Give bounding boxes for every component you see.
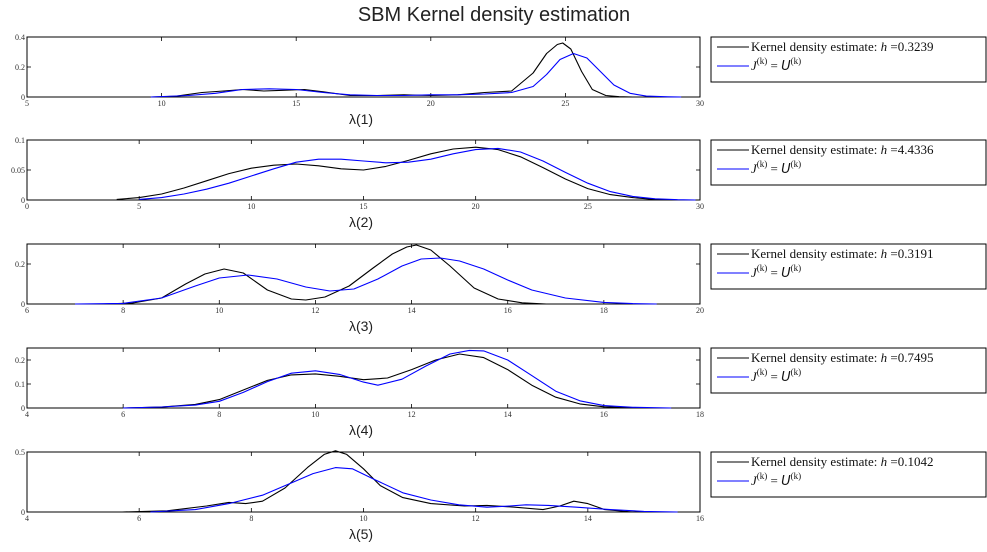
legend: Kernel density estimate: h =0.7495 J(k) =… (710, 347, 987, 394)
legend-reference-label: J(k) = U(k) (751, 471, 801, 489)
axes-box (26, 347, 701, 409)
legend-box (710, 243, 987, 290)
x-tick-label: 15 (292, 99, 300, 108)
y-tick-label: 0 (21, 404, 25, 413)
legend: Kernel density estimate: h =0.3191 J(k) =… (710, 243, 987, 290)
y-tick-label: 0 (21, 508, 25, 517)
x-tick-label: 4 (25, 514, 29, 523)
x-tick-label: 8 (249, 514, 253, 523)
x-axis-label: λ(5) (349, 526, 373, 542)
x-tick-label: 14 (408, 306, 416, 315)
x-tick-label: 30 (696, 202, 704, 211)
kde-line (123, 353, 643, 409)
x-tick-label: 15 (360, 202, 368, 211)
x-tick-label: 10 (158, 99, 166, 108)
subplot-3: 6 8 10 12 14 16 18 20 0 0.2 λ(3) Kernel density est… (15, 243, 987, 334)
reference-line (150, 52, 682, 98)
x-tick-label: 18 (600, 306, 608, 315)
x-tick-label: 10 (247, 202, 255, 211)
subplot-2: 0 5 10 15 20 25 30 0 0.05 0.1 λ(2) Kernel density e… (11, 136, 987, 230)
axes-box (26, 36, 701, 98)
kde-line (122, 450, 633, 513)
x-tick-label: 6 (25, 306, 29, 315)
y-tick-label: 0.1 (15, 136, 25, 145)
legend-reference-label: J(k) = U(k) (751, 159, 801, 177)
axes-box (26, 451, 701, 513)
legend-kde-label: Kernel density estimate: h =0.1042 (751, 454, 933, 469)
y-tick-label: 0.2 (15, 356, 25, 365)
x-tick-label: 20 (472, 202, 480, 211)
legend-box (710, 139, 987, 186)
x-tick-label: 10 (215, 306, 223, 315)
x-axis-label: λ(3) (349, 318, 373, 334)
x-tick-label: 25 (584, 202, 592, 211)
x-tick-label: 25 (561, 99, 569, 108)
x-tick-label: 14 (504, 410, 512, 419)
legend-reference-label: J(k) = U(k) (751, 56, 801, 74)
legend-kde-label: Kernel density estimate: h =4.4336 (751, 142, 934, 157)
x-tick-label: 4 (25, 410, 29, 419)
legend-box (710, 451, 987, 498)
x-tick-label: 12 (408, 410, 416, 419)
reference-line (75, 257, 657, 305)
x-tick-label: 5 (137, 202, 141, 211)
reference-line (150, 467, 678, 513)
axes-box (26, 243, 701, 305)
legend-kde-label: Kernel density estimate: h =0.3239 (751, 39, 933, 54)
x-tick-label: 20 (427, 99, 435, 108)
legend: Kernel density estimate: h =0.1042 J(k) =… (710, 451, 987, 498)
x-tick-label: 16 (504, 306, 512, 315)
subplot-1: 5 10 15 20 25 30 0 0.2 0.4 λ(1) Kernel density est… (15, 33, 987, 127)
x-tick-label: 16 (696, 514, 704, 523)
legend-reference-label: J(k) = U(k) (751, 367, 801, 385)
x-tick-label: 6 (121, 410, 125, 419)
x-axis-label: λ(2) (349, 214, 373, 230)
y-tick-label: 0.5 (15, 448, 25, 457)
legend-kde-label: Kernel density estimate: h =0.3191 (751, 246, 933, 261)
y-tick-label: 0.2 (15, 63, 25, 72)
x-tick-label: 10 (360, 514, 368, 523)
reference-line (123, 349, 672, 409)
x-tick-label: 12 (311, 306, 319, 315)
x-axis-label: λ(1) (349, 111, 373, 127)
legend-reference-label: J(k) = U(k) (751, 263, 801, 281)
x-tick-label: 16 (600, 410, 608, 419)
x-tick-label: 8 (121, 306, 125, 315)
x-tick-label: 0 (25, 202, 29, 211)
x-tick-label: 5 (25, 99, 29, 108)
figure-title: SBM Kernel density estimation (358, 4, 630, 26)
legend: Kernel density estimate: h =4.4336 J(k) =… (710, 139, 987, 186)
y-tick-label: 0.05 (11, 166, 25, 175)
x-axis-label: λ(4) (349, 422, 373, 438)
y-tick-label: 0 (21, 93, 25, 102)
y-tick-label: 0.2 (15, 260, 25, 269)
legend: Kernel density estimate: h =0.3239 J(k) =… (710, 36, 987, 83)
x-tick-label: 12 (472, 514, 480, 523)
y-tick-label: 0 (21, 196, 25, 205)
x-tick-label: 8 (217, 410, 221, 419)
y-tick-label: 0.1 (15, 380, 25, 389)
x-tick-label: 10 (311, 410, 319, 419)
x-tick-label: 18 (696, 410, 704, 419)
legend-box (710, 347, 987, 394)
subplot-4: 4 6 8 10 12 14 16 18 0 0.1 0.2 λ(4) Kernel density e… (15, 347, 987, 438)
x-tick-label: 6 (137, 514, 141, 523)
x-tick-label: 30 (696, 99, 704, 108)
reference-line (139, 147, 696, 201)
subplot-5: 4 6 8 10 12 14 16 0 0.5 λ(5) Kernel density estima… (15, 448, 987, 542)
y-tick-label: 0.4 (15, 33, 25, 42)
kde-line (116, 146, 678, 201)
kde-line (103, 244, 547, 305)
x-tick-label: 14 (584, 514, 592, 523)
legend-kde-label: Kernel density estimate: h =0.7495 (751, 350, 933, 365)
x-tick-label: 20 (696, 306, 704, 315)
subplot-panels: 5 10 15 20 25 30 0 0.2 0.4 λ(1) Kernel density est… (11, 33, 987, 542)
y-tick-label: 0 (21, 300, 25, 309)
legend-box (710, 36, 987, 83)
